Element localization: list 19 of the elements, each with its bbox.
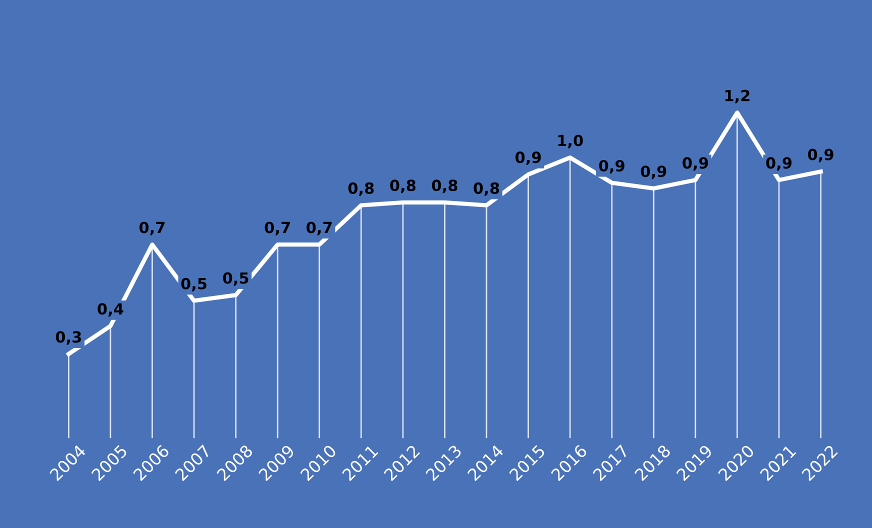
data-label: 0,8 xyxy=(474,182,500,196)
data-label: 0,9 xyxy=(640,166,666,180)
data-label: 0,9 xyxy=(515,152,541,166)
data-label: 0,7 xyxy=(139,222,165,236)
data-label: 0,8 xyxy=(432,180,458,194)
data-label: 0,9 xyxy=(766,157,792,171)
data-label: 0,4 xyxy=(98,303,124,317)
data-label: 0,9 xyxy=(682,157,708,171)
data-label: 0,5 xyxy=(223,272,248,286)
data-label: 0,5 xyxy=(181,278,206,292)
data-label: 1,2 xyxy=(725,90,750,104)
data-label: 0,8 xyxy=(390,180,416,194)
data-label: 0,7 xyxy=(306,222,332,236)
data-label: 0,9 xyxy=(808,148,834,162)
data-label: 0,7 xyxy=(264,222,290,236)
data-label: 0,8 xyxy=(348,182,374,196)
data-label: 1,0 xyxy=(558,134,583,148)
data-label: 0,9 xyxy=(599,160,624,174)
data-label: 0,3 xyxy=(56,331,81,345)
